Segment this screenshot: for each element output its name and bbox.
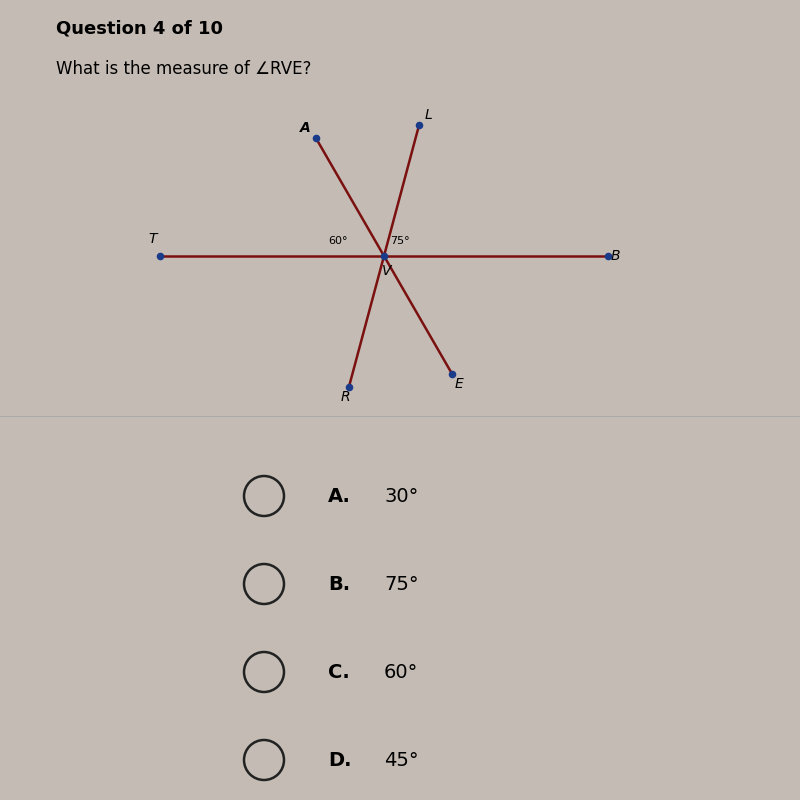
Point (446, 367, 458, 380)
Point (602, 250, 614, 262)
Text: 60°: 60° (329, 237, 348, 246)
Text: 75°: 75° (390, 237, 410, 246)
Text: D.: D. (328, 750, 351, 770)
Text: 60°: 60° (384, 662, 418, 682)
Text: 45°: 45° (384, 750, 418, 770)
Text: B: B (611, 249, 621, 263)
Text: R: R (341, 390, 350, 405)
Text: V: V (382, 264, 392, 278)
Text: B.: B. (328, 574, 350, 594)
Text: L: L (424, 107, 432, 122)
Point (154, 250, 166, 262)
Point (378, 250, 390, 262)
Text: C.: C. (328, 662, 350, 682)
Text: A: A (300, 121, 310, 135)
Text: A.: A. (328, 486, 351, 506)
Point (310, 132, 322, 145)
Point (342, 381, 355, 394)
Text: What is the measure of ∠RVE?: What is the measure of ∠RVE? (56, 60, 311, 78)
Text: T: T (148, 231, 157, 246)
Text: 75°: 75° (384, 574, 418, 594)
Text: 30°: 30° (384, 486, 418, 506)
Point (413, 118, 426, 131)
Text: E: E (455, 377, 464, 391)
Text: Question 4 of 10: Question 4 of 10 (56, 20, 223, 38)
